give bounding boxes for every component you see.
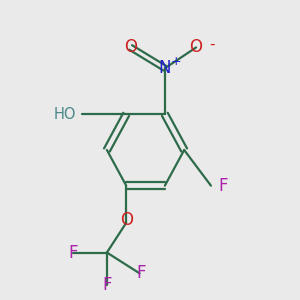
Text: O: O bbox=[190, 38, 202, 56]
Text: F: F bbox=[102, 276, 112, 294]
Text: F: F bbox=[218, 177, 228, 195]
Text: -: - bbox=[210, 36, 215, 51]
Text: N: N bbox=[159, 59, 171, 77]
Text: O: O bbox=[120, 212, 133, 230]
Text: O: O bbox=[124, 38, 137, 56]
Text: HO: HO bbox=[53, 107, 76, 122]
Text: F: F bbox=[136, 264, 146, 282]
Text: +: + bbox=[171, 55, 182, 68]
Text: F: F bbox=[68, 244, 77, 262]
